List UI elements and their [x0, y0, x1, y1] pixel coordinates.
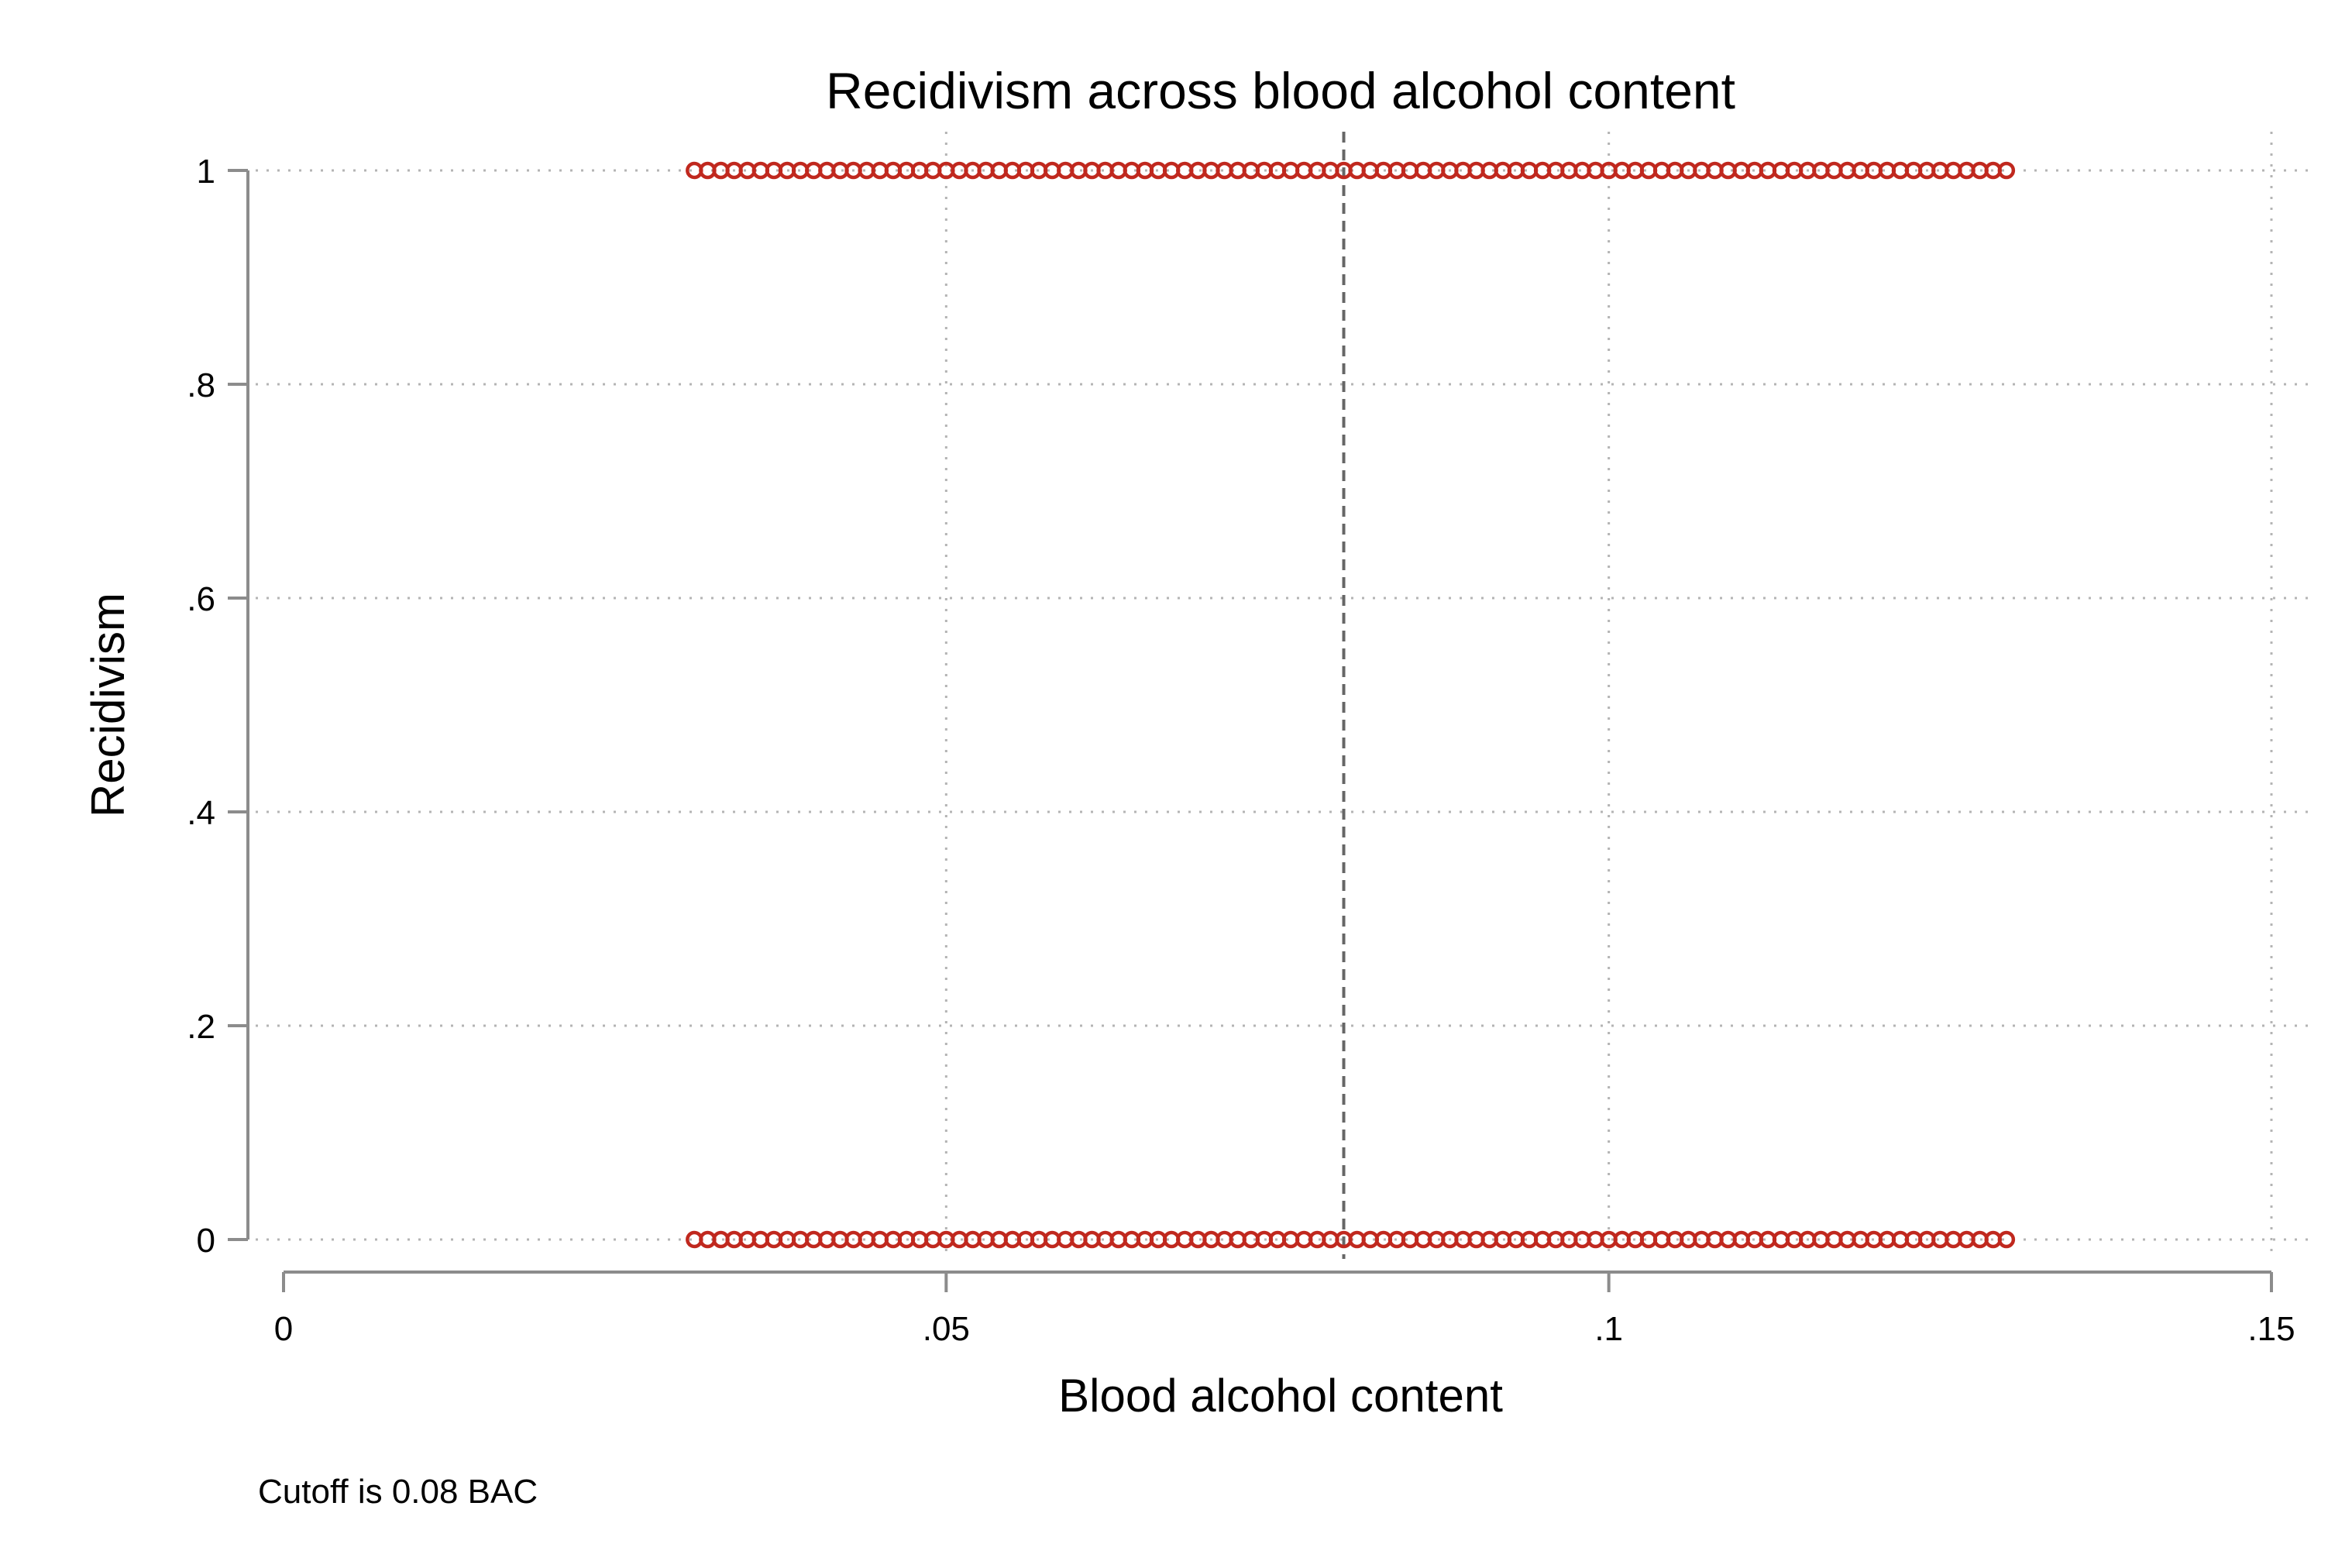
axes: [246, 170, 2271, 1274]
y-axis-ticks: 0 .2 .4 .6 .8 1: [187, 153, 248, 1260]
data-point: [1997, 161, 2016, 180]
x-tick-label: .15: [2247, 1310, 2295, 1348]
y-tick-label: .4: [187, 794, 215, 832]
y-tick-label: .6: [187, 580, 215, 618]
x-tick-label: .1: [1594, 1310, 1623, 1348]
data-point: [1997, 1230, 2016, 1249]
chart-note: Cutoff is 0.08 BAC: [258, 1473, 538, 1511]
y-tick-label: .8: [187, 366, 215, 404]
x-tick-label: .05: [923, 1310, 970, 1348]
data-points: [686, 161, 2016, 1249]
chart-title: Recidivism across blood alcohol content: [826, 62, 1735, 119]
x-axis-title: Blood alcohol content: [1058, 1370, 1503, 1422]
y-tick-label: 1: [197, 153, 215, 191]
y-tick-label: .2: [187, 1008, 215, 1046]
x-axis-ticks: 0 .05 .1 .15: [274, 1272, 2295, 1348]
y-axis-title: Recidivism: [82, 593, 134, 817]
grid-lines: [256, 132, 2316, 1259]
x-tick-label: 0: [274, 1310, 293, 1348]
y-tick-label: 0: [197, 1222, 215, 1260]
